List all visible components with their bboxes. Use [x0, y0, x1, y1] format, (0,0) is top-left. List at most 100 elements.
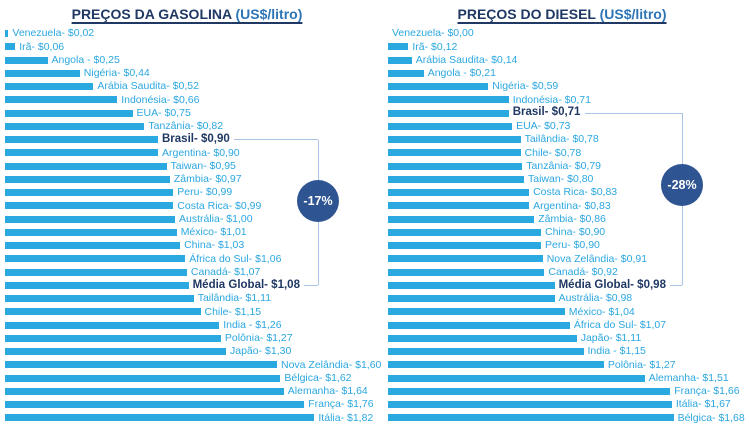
bar-row: Irã- $0,06 — [5, 40, 374, 53]
bar-row: Japão- $1,11 — [388, 332, 749, 345]
bar — [5, 414, 315, 422]
bar-label: Canadá- $1,07 — [190, 265, 261, 278]
bar-label: India - $1,15 — [587, 345, 646, 358]
bar-label: França- $1,66 — [674, 385, 740, 398]
bar-label: Canadá- $0,92 — [548, 265, 618, 278]
bar-row: Brasil- $0,90 — [5, 133, 374, 146]
bar-label: Nova Zelândia- $0,91 — [546, 252, 648, 265]
bar-label: Itália- $1,67 — [675, 398, 731, 411]
bar-label: Polônia- $1,27 — [607, 358, 676, 371]
bar — [388, 228, 541, 236]
bar — [388, 242, 541, 250]
bar-label: Irã- $0,12 — [412, 40, 458, 53]
bar — [388, 414, 674, 422]
bar-label: Angola - $0,21 — [427, 67, 496, 80]
bar — [5, 162, 167, 170]
bar-label: Indonésia- $0,66 — [121, 93, 200, 106]
bar — [5, 30, 9, 38]
bar — [5, 136, 158, 144]
bar — [5, 189, 174, 197]
bar — [5, 175, 170, 183]
gasolina-chart-title: PREÇOS DA GASOLINA (US$/litro) — [0, 0, 374, 27]
bar-row: Média Global- $1,08 — [5, 279, 374, 292]
bar-label: Japão- $1,30 — [230, 345, 292, 358]
bar-row: Taiwan- $0,95 — [5, 160, 374, 173]
bar-row: Taiwan- $0,80 — [388, 173, 749, 186]
bar-row: Itália- $1,67 — [388, 398, 749, 411]
bar-label: Angola - $0,25 — [51, 53, 120, 66]
bar-label: Itália- $1,82 — [318, 411, 374, 424]
diesel-title-text: PREÇOS DO DIESEL — [457, 6, 596, 22]
bar — [388, 215, 535, 223]
bracket-line — [304, 284, 318, 286]
bar-label: Arábia Saudita- $0,14 — [415, 53, 518, 66]
bar-label: Argentina- $0,90 — [162, 146, 240, 159]
bar-label: Chile- $1,15 — [204, 305, 262, 318]
bar — [5, 43, 16, 51]
bar — [388, 281, 555, 289]
bar-row: Chile- $0,78 — [388, 146, 749, 159]
bar-row: Alemanha- $1,64 — [5, 385, 374, 398]
bar-row: Polônia- $1,27 — [5, 332, 374, 345]
bar-row: México- $1,04 — [388, 305, 749, 318]
bar-row: Costa Rica- $0,99 — [5, 199, 374, 212]
bar-label: China- $1,03 — [184, 239, 245, 252]
bar — [388, 122, 513, 130]
bar-row: Média Global- $0,98 — [388, 279, 749, 292]
bar — [388, 189, 530, 197]
bar — [5, 83, 94, 91]
bar — [388, 202, 530, 210]
bar-label: Tanzânia- $0,79 — [526, 159, 602, 172]
bar-label: Nigéria- $0,59 — [492, 80, 559, 93]
bar — [388, 109, 509, 117]
bar — [388, 295, 555, 303]
bar — [5, 268, 187, 276]
bar-label: Arábia Saudita- $0,52 — [97, 80, 199, 93]
bar — [388, 43, 409, 51]
bar-label: Bélgica- $1,62 — [284, 371, 352, 384]
bar — [5, 361, 277, 369]
discount-badge: -17% — [297, 179, 339, 222]
bar-label: Média Global- $1,08 — [192, 278, 300, 291]
bar-label: Média Global- $0,98 — [558, 278, 666, 291]
bar-label: Nova Zelândia- $1,60 — [281, 358, 382, 371]
bar-label: India - $1,26 — [223, 318, 282, 331]
gasolina-chart: PREÇOS DA GASOLINA (US$/litro) Venezuela… — [0, 0, 381, 429]
bar-label: Irã- $0,06 — [19, 40, 65, 53]
bar-row: Nova Zelândia- $1,60 — [5, 358, 381, 371]
bar — [388, 361, 604, 369]
bar-label: EUA- $0,75 — [136, 106, 191, 119]
bar-row: Japão- $1,30 — [5, 345, 374, 358]
bar-label: Tanzânia- $0,82 — [148, 120, 224, 133]
bar-row: India - $1,15 — [388, 345, 749, 358]
bar — [5, 387, 284, 395]
bar-label: México- $1,04 — [568, 305, 635, 318]
bar-row: Venezuela- $0,00 — [388, 27, 749, 40]
bar-row: Angola - $0,25 — [5, 54, 374, 67]
bar-row: África do Sul- $1,06 — [5, 252, 374, 265]
bar-label: África do Sul- $1,06 — [189, 252, 282, 265]
bracket-line — [670, 284, 682, 286]
bar — [388, 96, 509, 104]
bar-row: Alemanha- $1,51 — [388, 372, 749, 385]
bar — [388, 321, 570, 329]
bar-label: Zâmbia- $0,86 — [538, 212, 606, 225]
bar-label: Brasil- $0,71 — [512, 106, 581, 119]
bar-row: México- $1,01 — [5, 226, 374, 239]
bar-label: Bélgica- $1,68 — [677, 411, 745, 424]
bar — [388, 69, 424, 77]
bar — [5, 202, 174, 210]
bar-label: África do Sul- $1,07 — [573, 318, 667, 331]
bar-label: Tailândia- $1,11 — [197, 292, 272, 305]
bar-row: Peru- $0,90 — [388, 239, 749, 252]
bar-label: Argentina- $0,83 — [533, 199, 611, 212]
bar-row: Tailândia- $0,78 — [388, 133, 749, 146]
diesel-chart-title: PREÇOS DO DIESEL (US$/litro) — [375, 0, 749, 27]
bar-label: Costa Rica- $0,83 — [533, 186, 618, 199]
bar-label: China- $0,90 — [545, 226, 606, 239]
bar-label: Japão- $1,11 — [580, 332, 642, 345]
bar-label: Taiwan- $0,80 — [528, 173, 594, 186]
bar — [5, 242, 181, 250]
bar — [5, 149, 158, 157]
